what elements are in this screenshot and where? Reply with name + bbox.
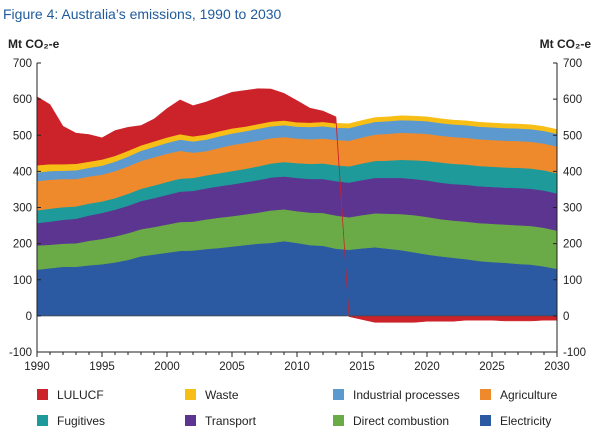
legend-swatch (480, 389, 491, 400)
y-tick-label-right: 200 (563, 239, 582, 251)
x-tick-label: 2015 (349, 361, 375, 373)
x-tick-label: 2000 (154, 361, 180, 373)
figure-title: Figure 4: Australia’s emissions, 1990 to… (3, 6, 282, 22)
legend: LULUCF Waste Industrial processes Agricultu… (37, 388, 558, 428)
legend-item-waste: Waste (185, 388, 239, 402)
legend-item-electricity: Electricity (480, 414, 551, 428)
x-tick-label: 2020 (414, 361, 440, 373)
legend-swatch (185, 415, 196, 426)
legend-item-transport: Transport (185, 414, 257, 428)
y-tick-label-right: 400 (563, 166, 582, 178)
x-tick-label: 2030 (544, 361, 570, 373)
y-tick-label-right: 600 (563, 94, 582, 106)
y-tick-label-left: 0 (26, 311, 32, 323)
x-tick-label: 1990 (24, 361, 50, 373)
y-axis-label-left: Mt CO₂-e (8, 37, 60, 51)
y-tick-label-right: 500 (563, 130, 582, 142)
legend-item-industrial-processes: Industrial processes (333, 388, 460, 402)
y-tick-label-left: 400 (13, 166, 32, 178)
y-tick-label-right: 100 (563, 275, 582, 287)
x-tick-label: 2010 (284, 361, 310, 373)
legend-label: Waste (205, 388, 239, 402)
axes-layer: -100 -100 0 0 100 100 200 200 300 300 400 400 500 500… (9, 58, 586, 373)
legend-item-lulucf: LULUCF (37, 388, 104, 402)
y-tick-label-right: 300 (563, 203, 582, 215)
y-axis-label-right: Mt CO₂-e (540, 37, 592, 51)
x-tick-label: 1995 (89, 361, 115, 373)
legend-label: Electricity (500, 414, 551, 428)
legend-swatch (333, 389, 344, 400)
legend-label: Fugitives (57, 414, 105, 428)
legend-swatch (333, 415, 344, 426)
y-tick-label-left: 300 (13, 203, 32, 215)
x-tick-label: 2025 (479, 361, 505, 373)
y-tick-label-left: -100 (9, 347, 32, 359)
legend-swatch (185, 389, 196, 400)
area-layer (36, 88, 558, 323)
legend-label: Industrial processes (353, 388, 460, 402)
legend-swatch (480, 415, 491, 426)
y-tick-label-left: 100 (13, 275, 32, 287)
legend-label: Agriculture (500, 388, 558, 402)
legend-item-fugitives: Fugitives (37, 414, 105, 428)
y-tick-label-left: 500 (13, 130, 32, 142)
legend-item-agriculture: Agriculture (480, 388, 558, 402)
y-tick-label-right: 700 (563, 58, 582, 70)
legend-item-direct-combustion: Direct combustion (333, 414, 449, 428)
legend-swatch (37, 415, 48, 426)
y-tick-label-left: 200 (13, 239, 32, 251)
y-tick-label-left: 700 (13, 58, 32, 70)
legend-swatch (37, 389, 48, 400)
legend-label: Direct combustion (353, 414, 449, 428)
legend-label: LULUCF (57, 388, 104, 402)
y-tick-label-right: -100 (563, 347, 586, 359)
legend-label: Transport (205, 414, 257, 428)
y-tick-label-left: 600 (13, 94, 32, 106)
x-tick-label: 2005 (219, 361, 245, 373)
y-tick-label-right: 0 (563, 311, 569, 323)
